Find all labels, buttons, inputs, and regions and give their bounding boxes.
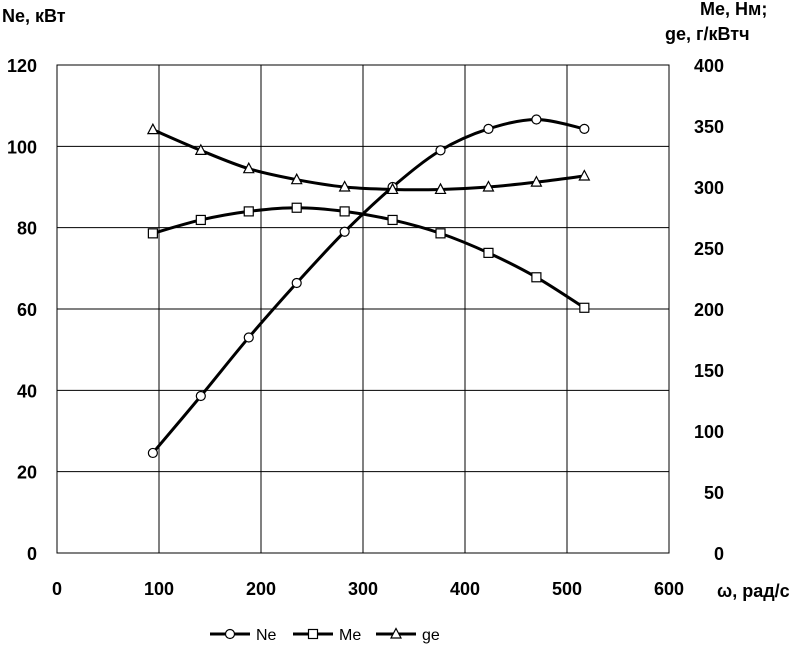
grid	[56, 64, 670, 554]
y-left-tick-label: 60	[17, 300, 37, 320]
y-right-axis-label-line1: Me, Нм;	[700, 0, 767, 19]
data-point-ge	[242, 161, 255, 174]
data-point-ge	[146, 122, 159, 135]
data-point-ge	[338, 180, 351, 192]
series-line-ne	[151, 117, 585, 454]
data-point-me	[339, 206, 350, 217]
y-left-tick-label: 40	[17, 381, 37, 401]
y-right-axis-label-line2: ge, г/кВтч	[665, 24, 750, 44]
data-point-ne	[147, 447, 158, 459]
data-point-me	[579, 302, 590, 313]
y-right-tick-label: 350	[694, 117, 724, 137]
series-line-me	[152, 206, 586, 310]
data-point-ne	[483, 123, 494, 134]
series-line-ge	[152, 128, 585, 192]
x-tick-label: 600	[654, 579, 684, 599]
data-point-me	[147, 228, 158, 239]
legend-item-ge: ge	[376, 627, 440, 644]
data-point-ge	[434, 182, 447, 195]
x-axis-label: ω, рад/с	[717, 581, 790, 601]
data-point-ne	[195, 390, 206, 402]
data-point-me	[483, 247, 494, 258]
y-left-tick-label: 20	[17, 463, 37, 483]
data-point-me	[195, 214, 206, 226]
y-right-tick-label: 0	[714, 544, 724, 564]
x-tick-label: 100	[144, 579, 174, 599]
y-left-tick-label: 100	[7, 137, 37, 157]
y-left-tick-label: 120	[7, 56, 37, 76]
plot-area-border	[56, 64, 670, 554]
data-point-ge	[386, 182, 399, 195]
data-point-ne	[435, 145, 446, 156]
data-point-me	[435, 228, 446, 239]
series-group	[146, 114, 591, 459]
legend-item-me: Me	[293, 627, 361, 644]
legend-marker	[224, 628, 236, 640]
data-point-ne	[531, 114, 542, 125]
y-left-axis-label: Ne, кВт	[2, 6, 66, 26]
y-right-tick-label: 200	[694, 300, 724, 320]
y-right-tick-label: 150	[694, 361, 724, 381]
legend-item-ne: Ne	[210, 627, 277, 644]
y-left-tick-label: 0	[27, 544, 37, 564]
data-point-ne	[291, 277, 302, 289]
x-tick-label: 0	[52, 579, 62, 599]
data-point-ge	[290, 172, 303, 185]
data-point-ne	[579, 123, 590, 134]
x-tick-label: 400	[450, 579, 480, 599]
y-right-tick-label: 250	[694, 239, 724, 259]
legend-label: Ne	[256, 627, 277, 644]
data-point-me	[243, 206, 254, 217]
series-ge	[146, 122, 591, 195]
series-me	[147, 202, 590, 313]
tick-labels: 0 100 200 300 400 500 600 0 20 40 60 80 100 120 0 50 100…	[7, 56, 724, 599]
y-right-tick-label: 300	[694, 178, 724, 198]
data-point-ne	[339, 226, 350, 237]
data-point-me	[387, 214, 398, 226]
y-right-tick-label: 50	[704, 483, 724, 503]
y-right-tick-label: 100	[694, 422, 724, 442]
x-tick-label: 300	[348, 579, 378, 599]
x-tick-label: 500	[552, 579, 582, 599]
data-point-ge	[530, 175, 543, 187]
legend-label: Me	[339, 627, 361, 644]
legend-marker	[307, 628, 319, 640]
data-point-me	[291, 202, 302, 213]
series-ne	[147, 114, 590, 459]
data-point-ne	[243, 332, 254, 343]
legend: Ne Me ge	[210, 627, 440, 644]
y-left-tick-label: 80	[17, 219, 37, 239]
data-point-ge	[482, 180, 495, 192]
x-tick-label: 200	[246, 579, 276, 599]
legend-label: ge	[422, 627, 440, 644]
data-point-ge	[578, 169, 591, 181]
data-point-ge	[194, 143, 207, 155]
legend-marker	[390, 627, 402, 639]
y-right-tick-label: 400	[694, 56, 724, 76]
data-point-me	[531, 272, 542, 283]
